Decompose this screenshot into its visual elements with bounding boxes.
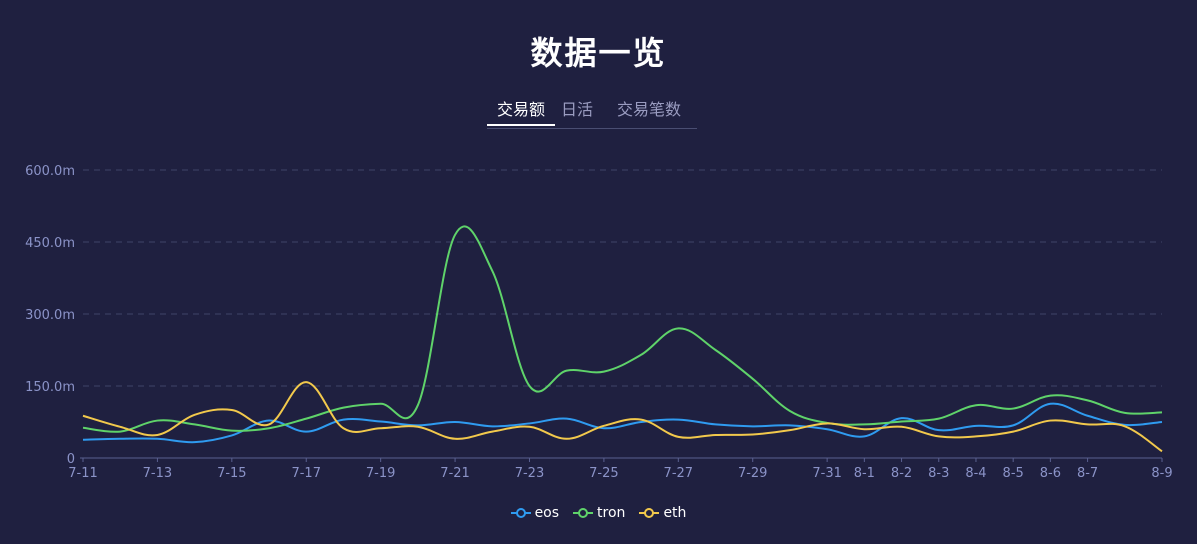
legend-item-tron[interactable]: tron — [573, 505, 625, 521]
chart-legend: eos tron eth — [0, 505, 1197, 521]
x-tick-label: 7-25 — [589, 466, 619, 480]
legend-item-eth[interactable]: eth — [639, 505, 686, 521]
x-tick-label: 8-3 — [928, 466, 949, 480]
x-tick-label: 7-19 — [366, 466, 396, 480]
legend-marker-tron — [573, 508, 594, 518]
tab-daily-active[interactable]: 日活 — [561, 100, 594, 119]
legend-item-eos[interactable]: eos — [510, 505, 560, 521]
x-tick-label: 8-7 — [1077, 466, 1098, 480]
series-line-eos — [82, 402, 1163, 444]
tab-transaction-count[interactable]: 交易笔数 — [617, 100, 682, 119]
y-tick-label: 300.0m — [25, 308, 75, 323]
x-tick-label: 8-9 — [1151, 466, 1172, 480]
x-tick-label: 7-11 — [68, 466, 98, 480]
x-tick-label: 7-21 — [440, 466, 470, 480]
series-line-tron — [82, 225, 1163, 433]
y-tick-label: 600.0m — [25, 164, 75, 179]
x-tick-label: 8-6 — [1040, 466, 1061, 480]
x-tick-label: 8-1 — [854, 466, 875, 480]
x-tick-label: 7-13 — [143, 466, 173, 480]
x-tick-label: 7-17 — [291, 466, 321, 480]
y-tick-label: 0 — [67, 452, 75, 467]
x-tick-label: 7-29 — [738, 466, 768, 480]
legend-marker-eth — [639, 508, 660, 518]
line-chart: 0 150.0m 300.0m 450.0m 600.0m 7-11 7-13 7-15 7-1… — [25, 164, 1173, 480]
legend-marker-eos — [510, 508, 531, 518]
y-tick-label: 450.0m — [25, 236, 75, 251]
x-tick-label: 7-23 — [515, 466, 545, 480]
x-tick-label: 8-4 — [965, 466, 986, 480]
x-tick-label: 7-27 — [664, 466, 694, 480]
page-title: 数据一览 — [530, 34, 667, 72]
x-tick-label: 8-5 — [1003, 466, 1024, 480]
x-tick-label: 8-2 — [891, 466, 912, 480]
metric-tabs: 交易额 日活 交易笔数 — [486, 94, 697, 129]
x-tick-label: 7-15 — [217, 466, 247, 480]
legend-label-tron: tron — [597, 505, 626, 521]
tab-transaction-amount[interactable]: 交易额 — [486, 94, 556, 126]
legend-label-eos: eos — [534, 505, 560, 521]
x-tick-label: 7-31 — [812, 466, 842, 480]
legend-label-eth: eth — [663, 505, 687, 521]
series-line-eth — [82, 381, 1163, 453]
y-tick-label: 150.0m — [25, 380, 75, 395]
